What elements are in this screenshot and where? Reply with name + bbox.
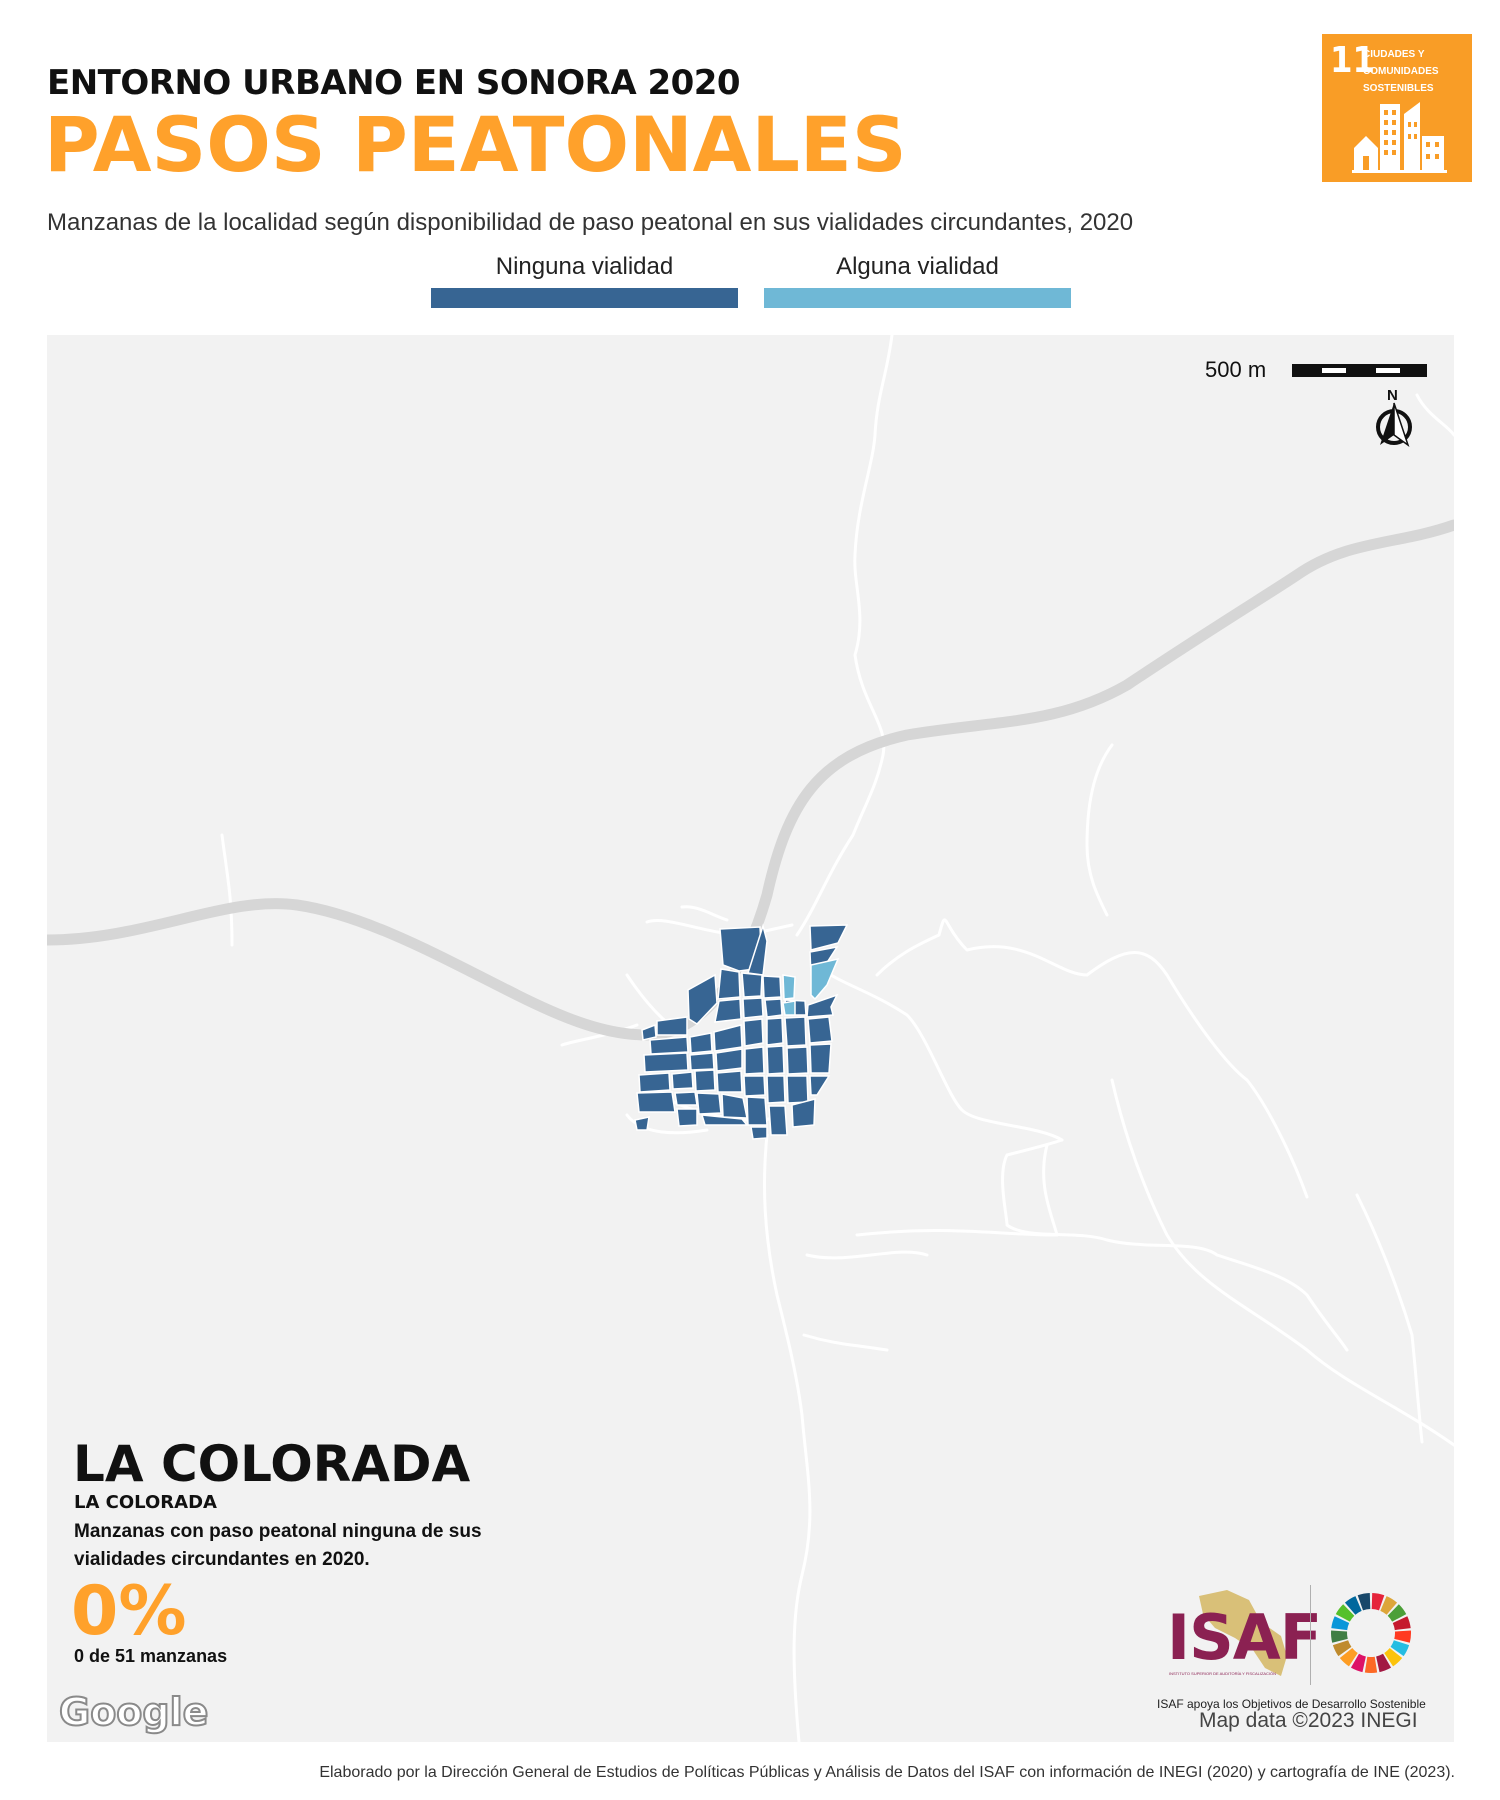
sdg-wheel-segment [1394,1630,1411,1643]
scale-bar [1292,364,1427,377]
isaf-caption: ISAF apoya los Objetivos de Desarrollo S… [1157,1697,1426,1711]
highway [47,519,1454,1041]
sdg-wheel-segment [1392,1616,1411,1631]
isaf-logo-text: ISAF [1167,1601,1322,1674]
sdg-text-line2: COMUNIDADES [1363,66,1439,77]
municipality-name: LA COLORADA [74,1492,217,1513]
sdg-wheel-segment [1350,1653,1366,1673]
sdg-wheel-segment [1335,1604,1355,1622]
sdg-number: 11 [1330,40,1376,81]
locality-description-line2: vialidades circundantes en 2020. [74,1549,370,1570]
map-canvas [47,335,1454,1742]
sdg-wheel-segment [1371,1593,1385,1611]
sdg-goal-text: CIUDADES Y COMUNIDADES SOSTENIBLES [1363,46,1463,97]
sonora-map-icon [1199,1590,1287,1676]
isaf-logo-block: ISAF INSTITUTO SUPERIOR DE AUDITORÍA Y F… [1157,1585,1447,1725]
sdg-wheel-segment [1390,1640,1410,1657]
sdg-wheel-segment [1331,1630,1348,1643]
north-label: N [1387,387,1398,404]
sdg-wheel-icon [1331,1593,1411,1673]
footer-credit: Elaborado por la Dirección General de Es… [319,1764,1455,1781]
legend-swatch-ninguna [431,288,738,308]
percent-value: 0% [71,1572,187,1651]
city-buildings-icon [1352,102,1447,173]
isaf-subtitle: INSTITUTO SUPERIOR DE AUDITORÍA Y FISCAL… [1169,1671,1277,1676]
sdg-wheel-segment [1357,1593,1371,1611]
sdg-wheel-segment [1387,1604,1407,1622]
north-arrow-icon [1376,402,1412,447]
legend-label-alguna: Alguna vialidad [836,253,999,280]
sdg-wheel-segment [1344,1596,1362,1615]
logo-divider [1310,1585,1311,1685]
sdg-text-line1: CIUDADES Y [1363,49,1425,60]
map-subtitle: Manzanas de la localidad según disponibi… [47,209,1134,236]
sdg-wheel-segment [1380,1596,1398,1615]
map-attribution: Map data ©2023 INEGI [1199,1709,1418,1732]
sdg-wheel-segment [1332,1640,1352,1657]
sdg-wheel-segment [1331,1616,1350,1631]
locality-description-line1: Manzanas con paso peatonal ninguna de su… [74,1521,482,1542]
locality-description: Manzanas con paso peatonal ninguna de su… [74,1518,482,1574]
legend-swatch-alguna [764,288,1071,308]
sdg-11-badge: 11 CIUDADES Y COMUNIDADES SOSTENIBLES [1322,34,1472,182]
blocks-ninguna [634,923,849,1140]
google-logo: Google [58,1689,209,1735]
header-kicker: ENTORNO URBANO EN SONORA 2020 [47,63,741,103]
sdg-wheel-segment [1376,1653,1392,1673]
scale-label: 500 m [1205,357,1267,382]
sdg-wheel-segment [1364,1656,1378,1673]
locality-name: LA COLORADA [73,1435,471,1493]
legend-label-ninguna: Ninguna vialidad [495,253,674,280]
page-title: PASOS PEATONALES [44,100,907,189]
blocks-alguna [782,957,840,1016]
sdg-wheel-segment [1339,1648,1358,1667]
count-text: 0 de 51 manzanas [74,1646,228,1666]
sdg-text-line3: SOSTENIBLES [1363,83,1434,94]
sdg-wheel-segment [1384,1648,1403,1667]
locality-map[interactable]: 500 m N LA COLORADA LA COLORADA Manzanas… [47,335,1454,1742]
